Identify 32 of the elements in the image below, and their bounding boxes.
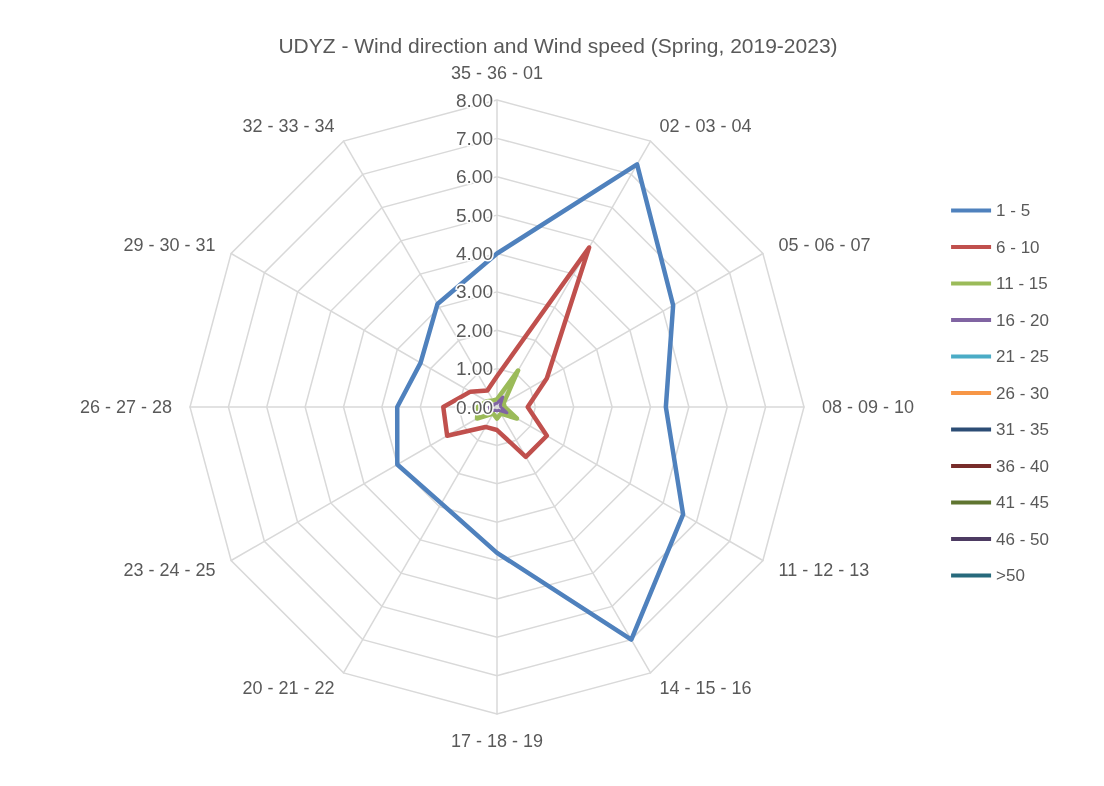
spoke-label: 26 - 27 - 28 bbox=[79, 397, 172, 417]
spoke-label: 11 - 12 - 13 bbox=[778, 559, 870, 580]
legend-label: 16 - 20 bbox=[996, 310, 1050, 330]
y-tick-label: 8.00 bbox=[456, 89, 493, 111]
spoke-label: 23 - 24 - 25 bbox=[123, 559, 216, 580]
legend-label: 41 - 45 bbox=[996, 493, 1050, 512]
legend-label: 6 - 10 bbox=[996, 237, 1040, 257]
legend-label: 1 - 5 bbox=[996, 201, 1031, 220]
legend-label: 21 - 25 bbox=[996, 347, 1050, 366]
spoke-label: 20 - 21 - 22 bbox=[242, 678, 335, 699]
y-tick-label: 7.00 bbox=[456, 127, 493, 149]
legend-label: 26 - 30 bbox=[996, 383, 1050, 403]
chart-title: UDYZ - Wind direction and Wind speed (Spring, 2019-2023) bbox=[278, 34, 838, 57]
legend-label: 11 - 15 bbox=[996, 274, 1048, 293]
spoke-label: 35 - 36 - 01 bbox=[450, 63, 544, 83]
y-tick-label: 1.00 bbox=[456, 358, 493, 380]
spoke-label: 14 - 15 - 16 bbox=[659, 678, 752, 699]
spoke-label: 32 - 33 - 34 bbox=[242, 115, 335, 136]
y-tick-label: 4.00 bbox=[456, 243, 493, 264]
spoke-label: 08 - 09 - 10 bbox=[822, 397, 915, 417]
y-tick-label: 3.00 bbox=[456, 281, 493, 303]
y-tick-label: 2.00 bbox=[456, 319, 493, 341]
y-tick-label: 5.00 bbox=[456, 204, 493, 226]
spoke-label: 05 - 06 - 07 bbox=[778, 234, 871, 255]
spoke-label: 17 - 18 - 19 bbox=[450, 731, 544, 751]
legend-label: 36 - 40 bbox=[996, 456, 1050, 476]
legend-label: >50 bbox=[996, 566, 1025, 585]
y-tick-label: 6.00 bbox=[456, 166, 493, 188]
legend-label: 46 - 50 bbox=[996, 529, 1050, 549]
spoke-label: 02 - 03 - 04 bbox=[659, 115, 752, 136]
spoke-label: 29 - 30 - 31 bbox=[123, 234, 216, 255]
legend-label: 31 - 35 bbox=[996, 420, 1050, 439]
